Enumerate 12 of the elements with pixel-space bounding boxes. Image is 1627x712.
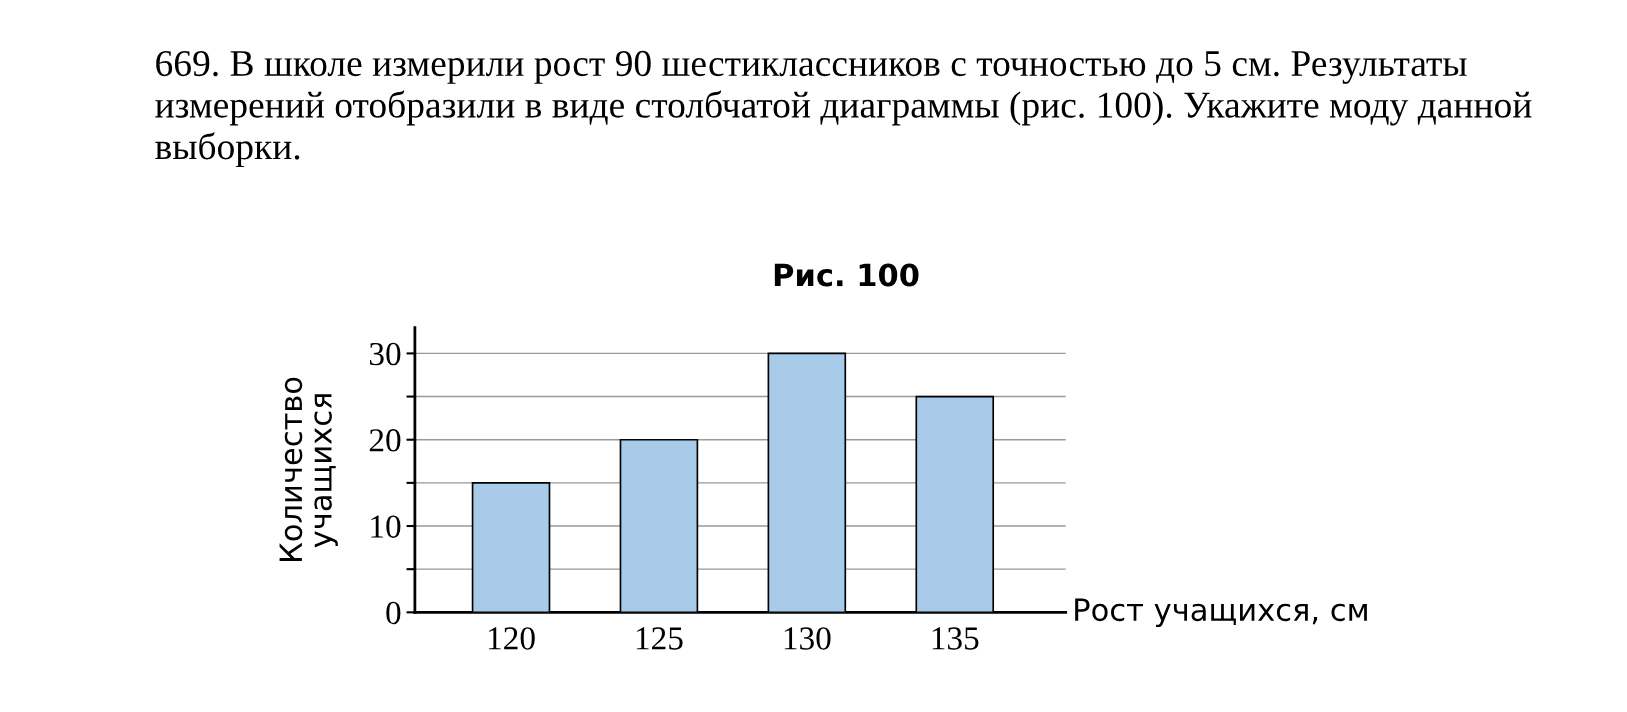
y-tick-label: 10 <box>371 515 401 538</box>
y-tick-label: 0 <box>386 601 401 625</box>
x-axis-title: Рост учащихся, см <box>1075 598 1367 628</box>
x-tick-label: 120 <box>488 627 535 650</box>
x-tick-label: 130 <box>784 627 831 650</box>
y-axis-title: Количество учащихся <box>279 377 338 561</box>
y-tick-label: 30 <box>369 342 401 366</box>
x-tick-label: 135 <box>932 627 979 650</box>
y-tick-label: 20 <box>369 429 401 452</box>
chart-subtitle: Рис. 100 <box>774 263 919 287</box>
x-tick-label: 125 <box>636 627 683 650</box>
chart-title: 669. В школе измерили рост 90 шестиклассников с точностью до 5 см. Результаты измерений отобразили в виде столбчатой диаграммы (рис. 100). Укажите моду данной выборки. <box>155 50 1532 168</box>
